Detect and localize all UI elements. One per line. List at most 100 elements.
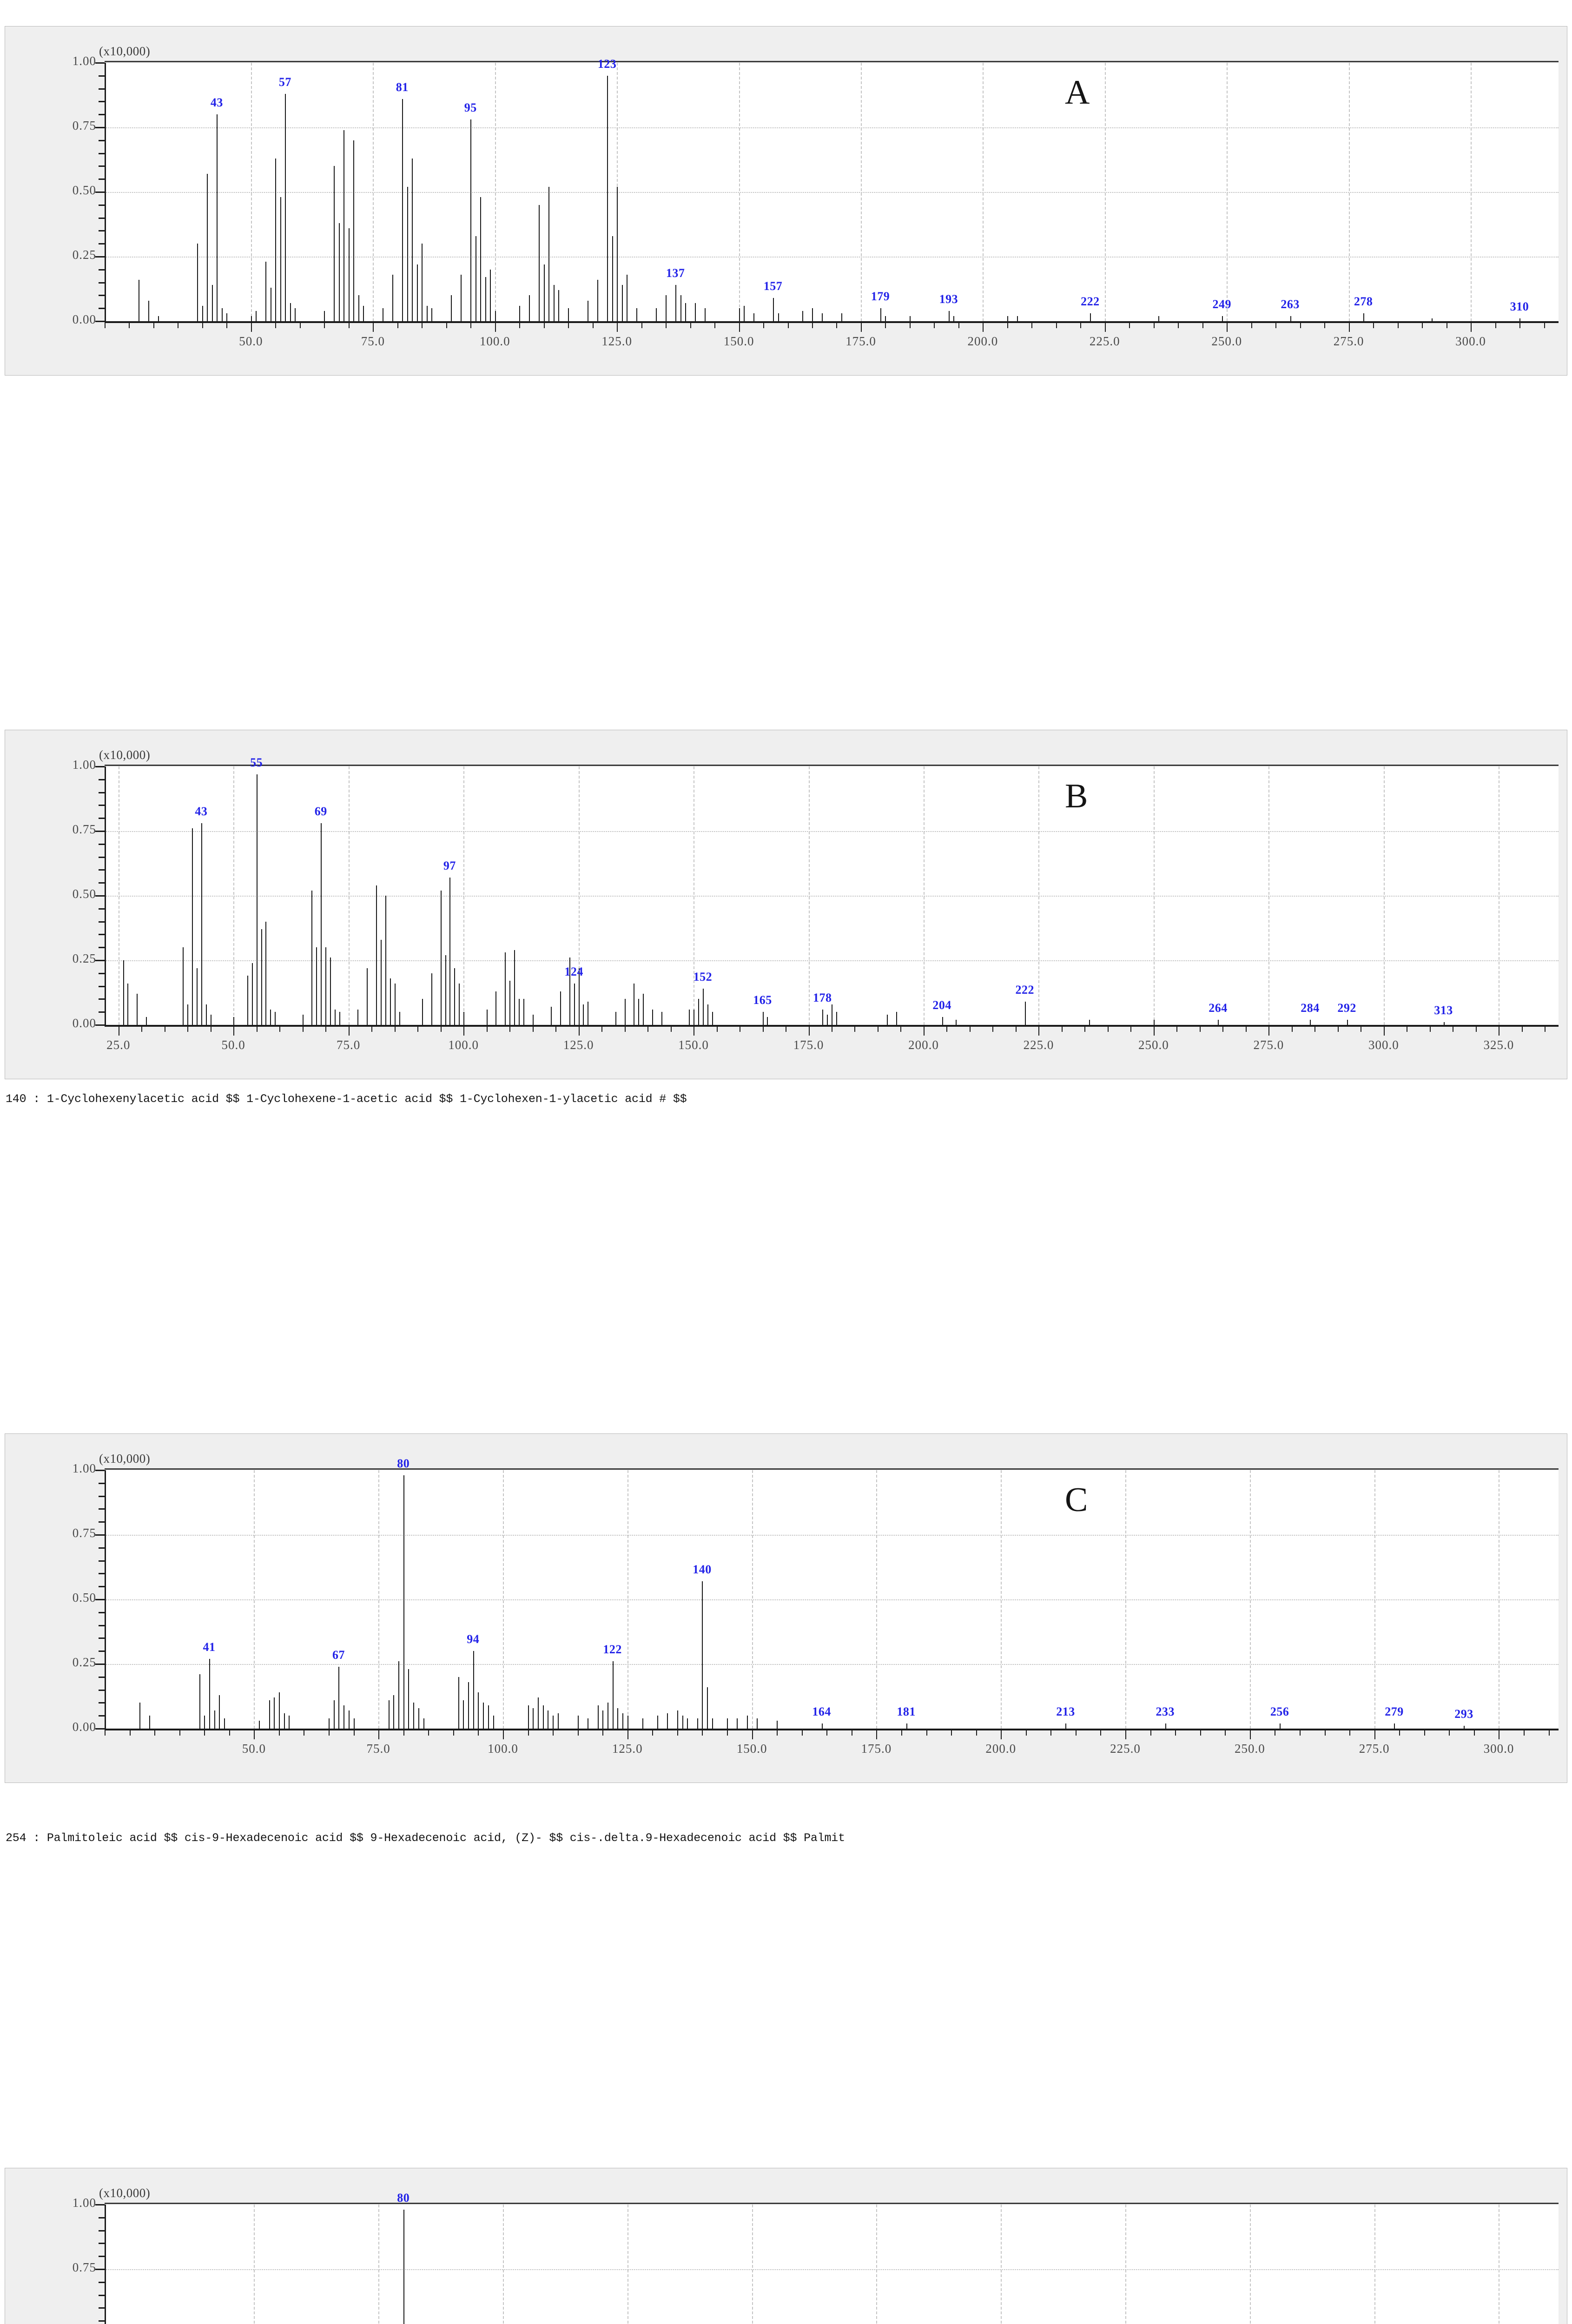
peak-bar — [942, 1017, 943, 1025]
peak-bar — [836, 1012, 837, 1025]
y-axis-tick-minor — [99, 88, 105, 90]
gridline-vertical — [752, 2205, 753, 2324]
peak-bar — [485, 277, 486, 321]
peak-bar — [707, 1687, 708, 1729]
peak-bar — [685, 303, 687, 321]
peak-bar — [518, 999, 520, 1025]
peak-bar — [376, 885, 377, 1025]
peak-bar — [259, 1721, 260, 1729]
x-axis-tick-minor — [1545, 1027, 1546, 1032]
peak-bar — [583, 1004, 584, 1025]
plot-top-border — [105, 2203, 1559, 2204]
spectrum-panel-1: (x10,000) 0.00 0.25 0.50 0.75 1.00 50.0 75.0 100… — [5, 26, 1567, 376]
peak-bar — [568, 308, 569, 321]
y-axis-tick-minor — [99, 869, 105, 871]
y-axis-line — [105, 766, 106, 1027]
gridline-vertical — [627, 1470, 628, 1729]
peak-bar — [221, 308, 223, 321]
x-axis-tick-major — [808, 1027, 810, 1036]
x-axis-tick-minor — [519, 323, 521, 328]
y-axis-tick-major — [95, 321, 105, 322]
peak-bar — [196, 968, 198, 1025]
x-axis-tick-minor — [509, 1027, 511, 1032]
y-axis-tick-minor — [99, 1573, 105, 1575]
peak-bar — [205, 1004, 207, 1025]
peak-bar — [551, 1007, 552, 1025]
peak-label: 193 — [939, 292, 958, 306]
x-axis-tick-minor — [900, 1027, 902, 1032]
peak-bar — [270, 1009, 271, 1025]
x-axis-tick-minor — [577, 1730, 579, 1736]
x-axis-tick-minor — [727, 1730, 728, 1736]
peak-bar — [214, 1710, 215, 1729]
peak-bar — [1363, 313, 1365, 321]
peak-bar — [398, 1661, 400, 1729]
peak-bar — [295, 308, 296, 321]
y-axis-tick-major — [95, 1728, 105, 1730]
peak-bar — [707, 1004, 708, 1025]
x-axis-tick-minor — [446, 323, 447, 328]
y-axis-tick-minor — [99, 1651, 105, 1652]
gridline-vertical — [254, 1470, 255, 1729]
peak-label: 279 — [1385, 1704, 1404, 1718]
y-axis-tick-label: 1.00 — [72, 1461, 96, 1475]
x-axis-tick-minor — [1473, 1730, 1475, 1736]
peak-bar — [219, 1695, 220, 1729]
peak-bar — [712, 1718, 713, 1729]
x-axis-tick-minor — [1199, 1027, 1201, 1032]
x-axis-tick-minor — [187, 1027, 189, 1032]
gridline-horizontal — [105, 1599, 1559, 1600]
x-axis-tick-minor — [812, 323, 813, 328]
y-axis-tick-minor — [99, 1521, 105, 1523]
peak-bar — [463, 1700, 464, 1729]
peak-bar — [478, 1692, 479, 1729]
x-axis-tick-minor — [1056, 323, 1057, 328]
peak-bar — [643, 994, 644, 1025]
peak-bar — [753, 313, 755, 321]
x-axis-tick-minor — [624, 1027, 626, 1032]
peak-bar — [885, 316, 886, 321]
x-axis-tick-minor — [417, 1027, 419, 1032]
y-axis-tick-major — [95, 895, 105, 897]
x-axis-tick-minor — [348, 323, 350, 328]
peak-bar — [1310, 1019, 1311, 1025]
x-axis-tick-minor — [1245, 1027, 1247, 1032]
peak-bar — [324, 310, 325, 321]
x-axis-tick-major — [495, 323, 496, 332]
plot-top-border — [105, 765, 1559, 766]
peak-label: 43 — [210, 96, 223, 110]
peak-bar — [880, 308, 881, 321]
x-axis-tick-label: 200.0 — [908, 1038, 939, 1052]
gridline-vertical — [1268, 766, 1270, 1025]
x-axis-tick-minor — [763, 323, 765, 328]
x-axis-tick-major — [1038, 1027, 1040, 1036]
y-axis-tick-minor — [99, 1547, 105, 1549]
peak-bar — [657, 1716, 659, 1729]
y-axis-unit-label: (x10,000) — [99, 1452, 151, 1466]
peak-bar — [948, 310, 950, 321]
y-axis-tick-minor — [99, 972, 105, 974]
peak-bar — [548, 186, 550, 321]
peak-bar — [251, 316, 252, 321]
x-axis-tick-minor — [353, 1730, 355, 1736]
peak-bar — [490, 269, 491, 321]
x-axis-tick-label: 250.0 — [1211, 334, 1242, 348]
peak-label: 264 — [1209, 1001, 1228, 1015]
y-axis-tick-minor — [99, 217, 105, 219]
peak-bar — [821, 1723, 823, 1729]
gridline-vertical — [1249, 1470, 1251, 1729]
peak-bar — [896, 1012, 897, 1025]
peak-bar — [280, 197, 281, 321]
x-axis-tick-major — [373, 323, 374, 332]
peak-bar — [333, 1700, 335, 1729]
peak-bar — [746, 1716, 748, 1729]
x-axis-tick-minor — [486, 1027, 488, 1032]
x-axis-tick-minor — [1324, 323, 1326, 328]
gridline-vertical — [1249, 2205, 1251, 2324]
peak-bar — [278, 1692, 280, 1729]
peak-bar — [1017, 316, 1018, 321]
peak-bar — [321, 823, 322, 1025]
x-axis-tick-major — [233, 1027, 235, 1036]
y-axis-tick-minor — [99, 882, 105, 884]
y-axis-tick-major — [95, 960, 105, 961]
